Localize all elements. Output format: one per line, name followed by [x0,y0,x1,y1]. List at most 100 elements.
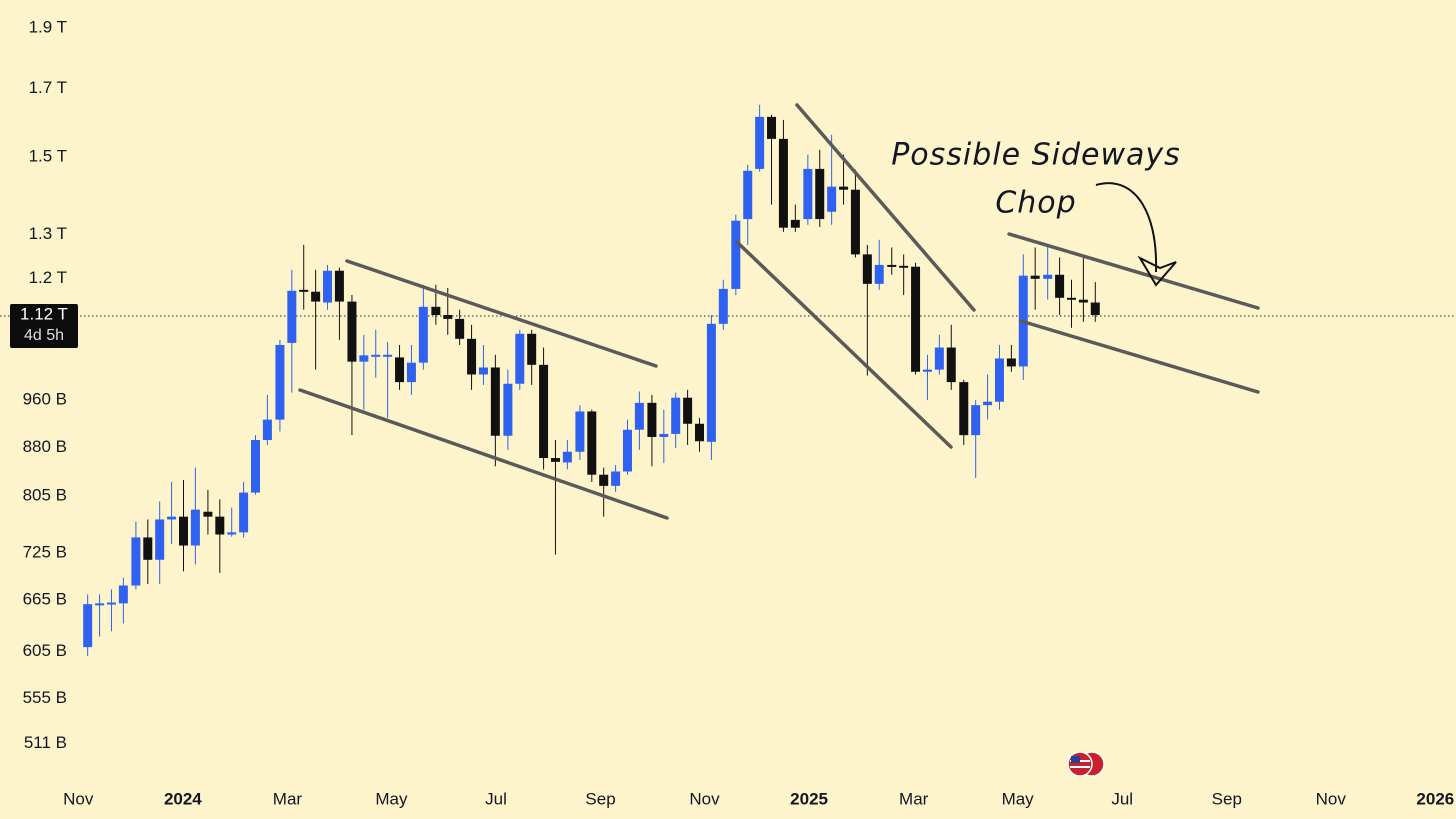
candle-body [911,266,921,372]
candle-body [287,290,297,343]
y-tick-label: 880 B [23,437,67,456]
trend-line [298,388,669,520]
candle-body [167,516,177,520]
candle-body [395,357,405,383]
candle-body [671,397,681,434]
candle-body [839,186,849,190]
x-tick-label: Nov [63,789,94,808]
candle-body [490,367,500,436]
candle-body [1078,299,1088,303]
price-label-box [10,304,78,348]
candle-body [215,516,225,535]
candle-body [478,367,488,375]
candle-body [275,344,285,420]
candle-body [790,219,800,228]
candle-body [647,402,657,437]
candle-body [383,354,393,357]
candle-body [767,116,777,139]
trend-line [1007,232,1260,310]
y-tick-label: 1.5 T [29,146,67,165]
candle-body [334,270,344,302]
candle-body [323,270,333,303]
candle-body [431,306,441,316]
candle-body [899,265,909,268]
flag-icon [1067,751,1105,777]
axes: 1.9 T 1.7 T 1.5 T 1.3 T 1.2 T 960 B 880 B 805 B… [23,17,1455,808]
price-label-text: 1.12 T [20,304,68,323]
candle-body [83,604,93,648]
candle-body [755,116,765,169]
candle-body [850,189,860,255]
candle-body [550,458,560,462]
candle-body [922,369,932,372]
y-tick-label: 605 B [23,641,67,660]
y-tick-label: 665 B [23,590,67,609]
y-tick-label: 511 B [24,733,67,752]
y-tick-label: 960 B [23,389,67,408]
x-tick-label: Mar [899,789,929,808]
candle-body [539,364,549,459]
y-tick-label: 1.9 T [29,17,67,36]
candle-body [1055,274,1065,298]
candle-body [827,186,837,212]
x-tick-label: 2024 [164,789,202,808]
y-tick-label: 725 B [23,542,67,561]
candle-body [178,516,188,546]
candle-body [251,440,261,493]
x-tick-label: May [1002,789,1035,808]
x-tick-label: Jul [1111,789,1133,808]
candle-body [934,347,944,370]
candle-body [155,519,165,560]
candle-body [994,358,1004,402]
x-tick-label: Nov [689,789,720,808]
x-tick-label: 2025 [790,789,828,808]
candle-body [371,354,381,357]
candle-body [443,315,453,319]
x-tick-label: Jul [485,789,507,808]
candle-body [503,383,513,436]
trend-line [1019,319,1260,394]
candle-body [731,220,741,289]
candle-body [587,411,597,475]
candle-body [1006,358,1016,367]
arrow-head [1137,255,1177,287]
candle-body [515,333,525,384]
candle-body [706,323,716,442]
candle-body [118,585,128,604]
candle-body [946,347,956,383]
candle-body [203,511,213,517]
x-tick-label: May [375,789,408,808]
trend-line [345,259,658,368]
candle-body [190,509,200,546]
candle-body [887,264,897,267]
candle-body [803,168,813,220]
candle-body [959,382,969,436]
y-tick-label: 805 B [23,485,67,504]
candle-body [311,291,321,302]
candle-body [562,451,572,463]
candle-body [695,423,705,442]
plot-area [0,104,1456,657]
candle-body [299,289,309,292]
y-tick-label: 1.7 T [29,78,67,97]
candle-body [455,318,465,339]
y-tick-label: 1.2 T [29,268,67,287]
arrow [1095,182,1158,273]
candle-body [527,333,537,365]
x-tick-label: Mar [273,789,303,808]
y-tick-label: 1.3 T [29,224,67,243]
candle-body [1030,275,1040,279]
candle-body [778,138,788,228]
candle-body [359,355,369,362]
y-tick-label: 555 B [23,688,67,707]
candle-body [815,168,825,220]
candle-body [971,405,981,436]
candle-body [983,401,993,406]
candle-body [227,532,237,535]
candle-body [406,362,416,383]
x-tick-label: Sep [585,789,615,808]
trend-lines [298,103,1260,520]
candle-body [683,397,693,424]
candle-body [143,537,153,560]
